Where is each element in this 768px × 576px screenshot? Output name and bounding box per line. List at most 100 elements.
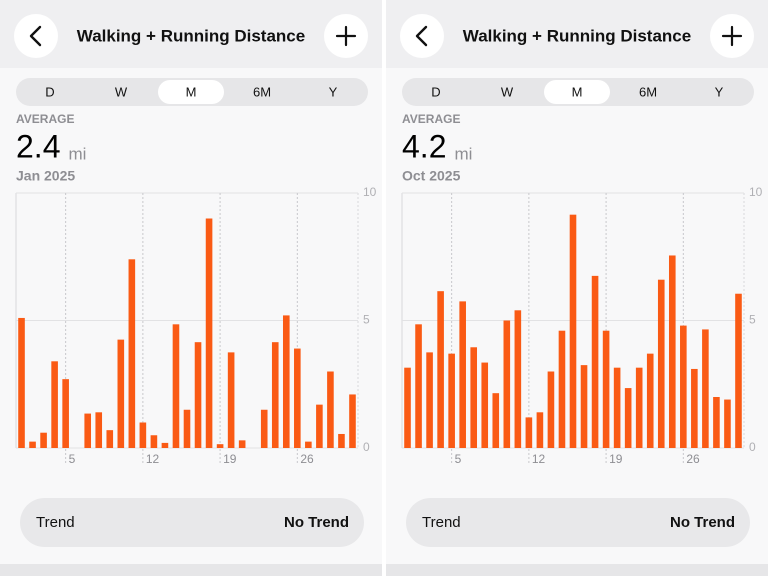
bar [139,422,147,448]
segment-label[interactable]: W [501,84,514,99]
bar [481,362,489,448]
bar [735,293,742,448]
back-button[interactable] [14,14,58,58]
bar [95,412,103,448]
bar [216,444,224,448]
bar [646,353,654,448]
bar [260,409,268,448]
bar [657,279,665,448]
trend-value: No Trend [284,514,349,531]
segment-label[interactable]: D [431,84,440,99]
bar [437,291,444,448]
bar [294,348,301,448]
y-tick-label: 5 [749,313,756,327]
back-button[interactable] [400,14,444,58]
average-label: AVERAGE [16,112,74,126]
bar [602,330,610,448]
back-icon [29,25,42,47]
segment-label[interactable]: Y [329,84,338,99]
bar [349,394,356,448]
bar [591,275,599,448]
segment-selected [544,80,610,104]
y-tick-label: 10 [363,185,377,199]
bar [183,409,191,448]
unit-label: mi [454,144,472,163]
bar [580,365,588,448]
segment-label[interactable]: D [45,84,54,99]
x-tick-label: 26 [686,452,700,466]
bar [282,315,290,448]
bar [161,442,169,448]
bar [680,325,687,448]
y-tick-label: 0 [363,440,370,454]
bar [305,441,312,448]
add-icon [335,25,357,47]
unit-label: mi [68,144,86,163]
x-tick-label: 12 [146,452,160,466]
bar [271,342,279,448]
back-icon [415,25,428,47]
segment-label[interactable]: M [572,84,583,99]
bar [569,214,577,448]
bar [40,432,47,448]
bar [536,412,544,448]
bar [525,417,533,448]
bar [470,347,478,448]
segment-label[interactable]: 6M [639,84,657,99]
bar [713,397,720,448]
bottom-bar [386,564,768,576]
y-tick-label: 5 [363,313,370,327]
x-tick-label: 5 [455,452,462,466]
y-tick-label: 0 [749,440,756,454]
bar [492,393,500,448]
bar [724,399,731,448]
x-tick-label: 26 [300,452,314,466]
bar [415,324,422,448]
bar [668,255,676,448]
bar [558,330,566,448]
trend-card[interactable] [406,498,750,547]
header-background [386,0,768,68]
segment-label[interactable]: Y [715,84,724,99]
bar [84,413,92,448]
bar [18,317,25,448]
trend-label: Trend [36,514,75,531]
segment-label[interactable]: W [115,84,128,99]
screen-title: Walking + Running Distance [77,26,305,45]
bar [613,367,621,448]
bar [316,404,323,448]
average-value: 4.2 [402,128,446,164]
bar [29,441,36,448]
segment-selected [158,80,224,104]
average-value: 2.4 [16,128,60,164]
bar [503,320,511,448]
bar [338,433,345,448]
bar [426,352,433,448]
bar [172,324,180,448]
bar [691,368,698,448]
bar [62,379,69,448]
bar [547,371,555,448]
period-label: Jan 2025 [16,168,75,184]
screen-title: Walking + Running Distance [463,26,691,45]
bar [117,339,125,448]
segment-label[interactable]: 6M [253,84,271,99]
segment-label[interactable]: M [186,84,197,99]
trend-card[interactable] [20,498,364,547]
bar [327,371,334,448]
y-tick-label: 10 [749,185,763,199]
bar [238,440,246,448]
bar [702,329,709,448]
bar [624,388,632,448]
x-tick-label: 19 [609,452,623,466]
bar [128,259,136,448]
bar [106,430,114,448]
trend-value: No Trend [670,514,735,531]
bar [227,352,235,448]
bar [459,301,466,448]
x-tick-label: 19 [223,452,237,466]
average-label: AVERAGE [402,112,460,126]
bar [448,353,455,448]
